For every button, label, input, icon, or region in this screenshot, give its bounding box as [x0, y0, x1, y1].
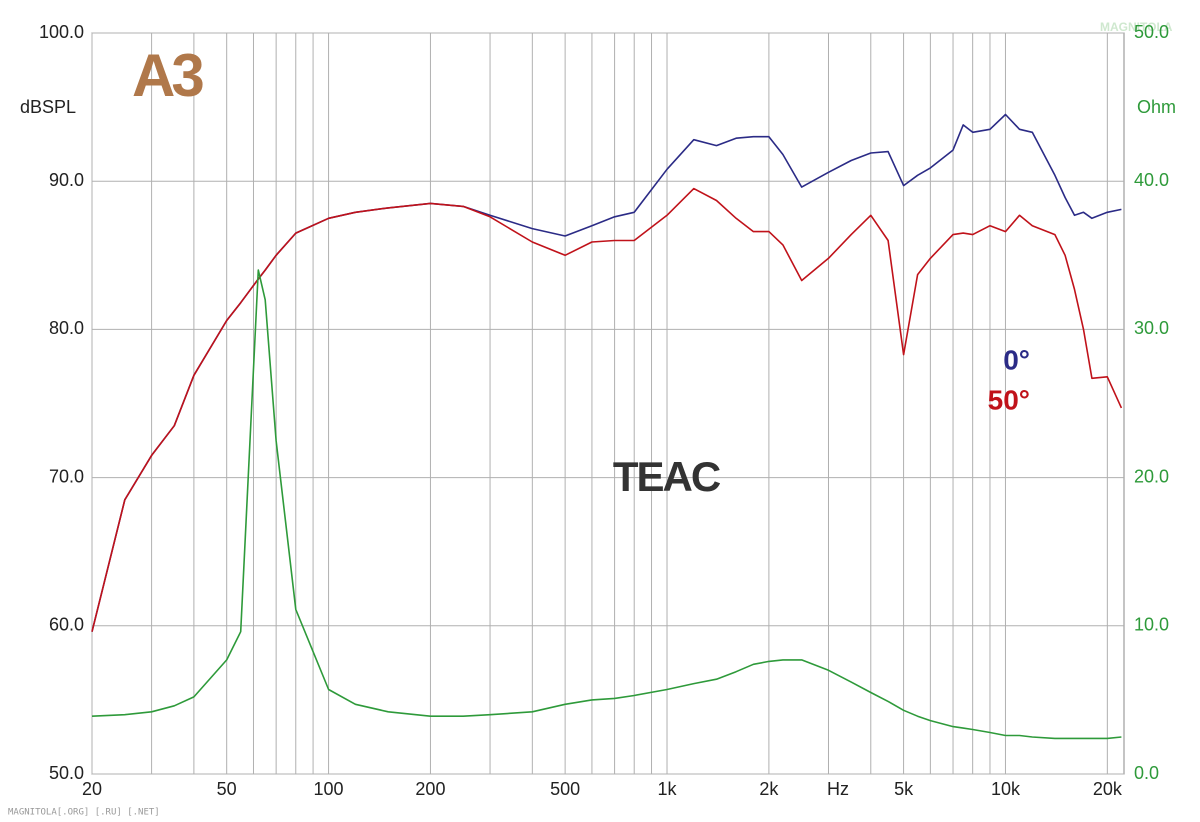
x-tick-label: 20k: [1093, 779, 1123, 799]
x-tick-label: 50: [217, 779, 237, 799]
x-axis-label: Hz: [827, 779, 849, 799]
logo: A3: [132, 42, 203, 109]
series-line: [91, 187, 1123, 632]
x-tick-label: 500: [550, 779, 580, 799]
y-tick-label: 50.0: [49, 763, 84, 783]
x-tick-label: 200: [415, 779, 445, 799]
corner-watermark: MAGNITOLA: [1100, 20, 1173, 34]
legend-label: 50°: [988, 384, 1030, 415]
y2-tick-label: 40.0: [1134, 170, 1169, 190]
y-tick-label: 80.0: [49, 318, 84, 338]
y2-tick-label: 10.0: [1134, 615, 1169, 635]
legend-label: 0°: [1003, 344, 1030, 375]
y2-tick-label: 50.0: [1134, 22, 1169, 42]
y2-tick-label: 0.0: [1134, 763, 1159, 783]
x-tick-label: 2k: [759, 779, 779, 799]
y-tick-label: 60.0: [49, 615, 84, 635]
plot-area: [91, 32, 1125, 775]
y-tick-label: 70.0: [49, 466, 84, 486]
series-line: [91, 269, 1122, 740]
y2-axis-label: Ohm: [1137, 97, 1176, 117]
grid: [91, 32, 1124, 775]
y-axis-label: dBSPL: [20, 97, 76, 117]
y-tick-label: 90.0: [49, 170, 84, 190]
x-tick-label: 10k: [991, 779, 1021, 799]
y-tick-label: 100.0: [39, 22, 84, 42]
x-tick-label: 100: [314, 779, 344, 799]
watermark: MAGNITOLA[.ORG] [.RU] [.NET]: [8, 808, 160, 818]
annotation: TEAC: [613, 453, 721, 500]
x-tick-label: 1k: [658, 779, 678, 799]
x-tick-label: 20: [82, 779, 102, 799]
y2-tick-label: 20.0: [1134, 466, 1169, 486]
x-tick-label: 5k: [894, 779, 914, 799]
lines: [91, 113, 1123, 740]
y2-tick-label: 30.0: [1134, 318, 1169, 338]
